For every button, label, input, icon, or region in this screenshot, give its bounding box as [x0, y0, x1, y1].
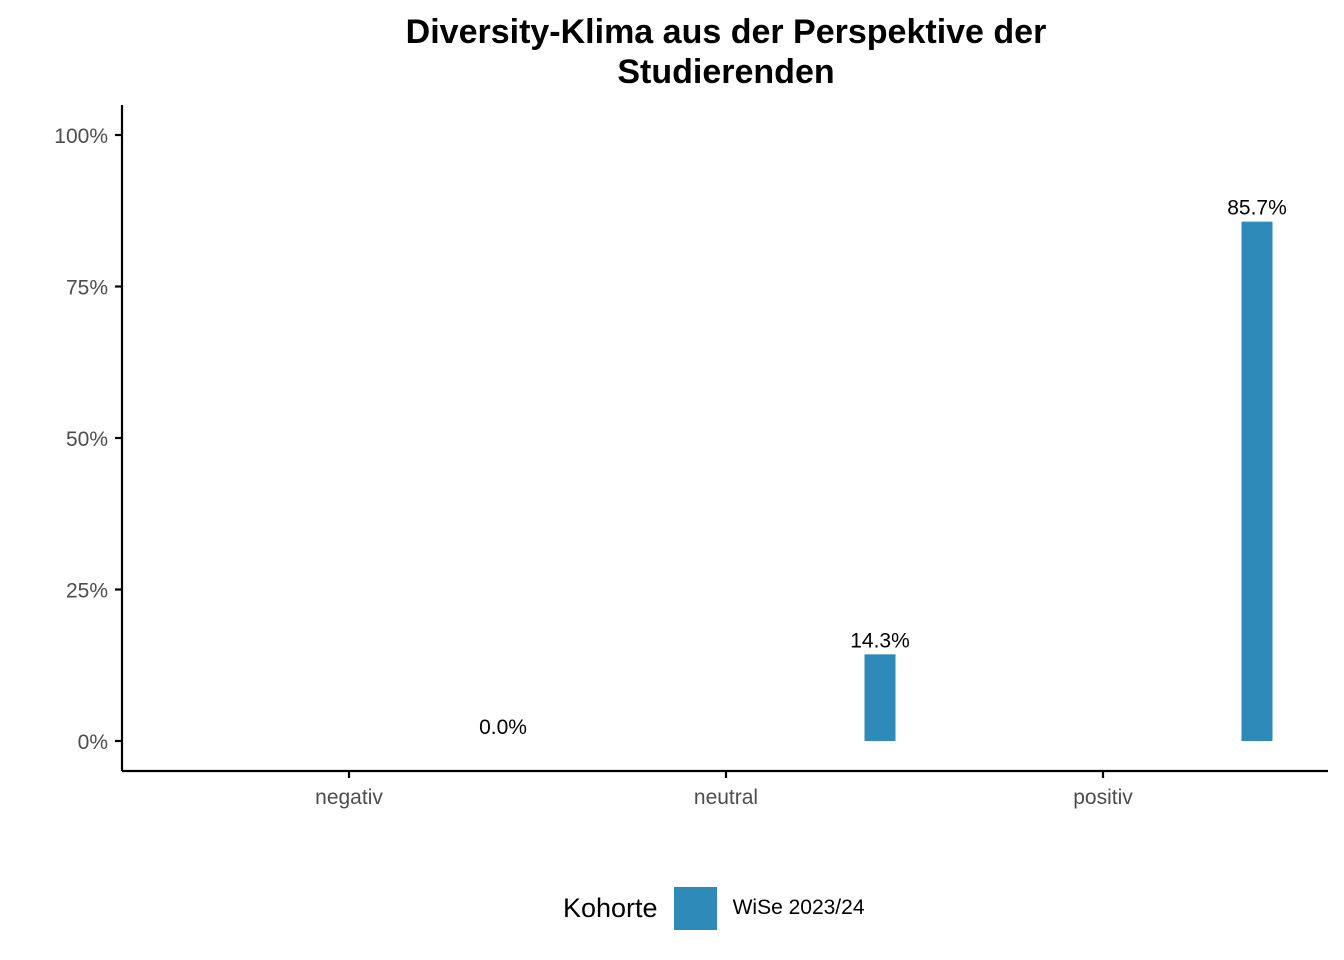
chart-title: Diversity-Klima aus der Perspektive der … — [0, 12, 1344, 92]
data-label: 0.0% — [479, 716, 527, 739]
bar — [1241, 221, 1273, 741]
x-tick-label: negativ — [315, 786, 383, 809]
legend-title: Kohorte — [563, 892, 658, 923]
y-tick-label: 100% — [54, 125, 108, 148]
legend: Kohorte WiSe 2023/24 — [563, 886, 865, 930]
data-label: 14.3% — [850, 629, 910, 652]
legend-label: WiSe 2023/24 — [732, 896, 865, 919]
y-tick-label: 0% — [78, 731, 108, 754]
x-tick-label: neutral — [694, 786, 758, 809]
bar — [864, 654, 896, 741]
y-tick-label: 50% — [66, 428, 108, 451]
legend-key-swatch — [673, 886, 717, 930]
data-label: 85.7% — [1227, 197, 1287, 220]
chart-title-line-1: Diversity-Klima aus der Perspektive der — [405, 13, 1047, 51]
y-tick-label: 25% — [66, 580, 108, 603]
chart-title-line-2: Studierenden — [617, 53, 835, 91]
y-tick-label: 75% — [66, 277, 108, 300]
x-tick-label: positiv — [1073, 786, 1133, 809]
